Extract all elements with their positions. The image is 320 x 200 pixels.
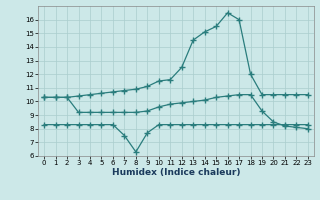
X-axis label: Humidex (Indice chaleur): Humidex (Indice chaleur)	[112, 168, 240, 177]
